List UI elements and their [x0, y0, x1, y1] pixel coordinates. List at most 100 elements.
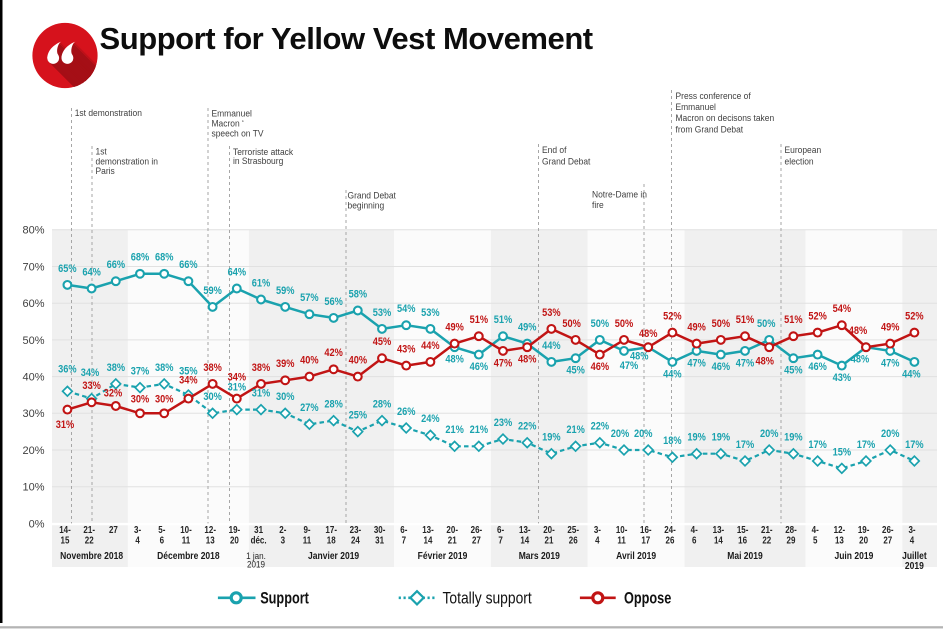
- svg-text:Avril 2019: Avril 2019: [616, 550, 656, 561]
- svg-text:43%: 43%: [397, 344, 415, 356]
- svg-text:21%: 21%: [445, 425, 463, 437]
- svg-text:50%: 50%: [22, 335, 44, 347]
- svg-text:18: 18: [327, 535, 336, 546]
- svg-text:47%: 47%: [620, 360, 638, 372]
- svg-text:46%: 46%: [808, 361, 826, 373]
- svg-text:2019: 2019: [247, 559, 265, 570]
- svg-text:49%: 49%: [445, 322, 463, 334]
- svg-text:48%: 48%: [851, 354, 869, 366]
- svg-text:27%: 27%: [300, 403, 318, 415]
- svg-text:beginning: beginning: [348, 200, 385, 210]
- svg-text:46%: 46%: [712, 361, 730, 373]
- svg-text:1st demonstration: 1st demonstration: [75, 108, 142, 118]
- svg-text:80%: 80%: [22, 225, 44, 237]
- svg-text:27: 27: [883, 535, 892, 546]
- svg-text:6: 6: [692, 535, 696, 546]
- svg-text:24%: 24%: [421, 414, 439, 426]
- svg-text:Novembre 2018: Novembre 2018: [60, 550, 123, 561]
- svg-text:22%: 22%: [591, 421, 609, 433]
- svg-text:34%: 34%: [179, 375, 197, 387]
- svg-text:16-: 16-: [640, 524, 652, 535]
- svg-text:23%: 23%: [494, 417, 512, 429]
- svg-text:30%: 30%: [203, 392, 221, 404]
- svg-text:4: 4: [135, 535, 139, 546]
- svg-text:Janvier 2019: Janvier 2019: [308, 550, 359, 561]
- svg-text:70%: 70%: [22, 261, 44, 273]
- svg-text:38%: 38%: [252, 362, 270, 374]
- svg-text:20: 20: [859, 535, 868, 546]
- svg-text:40%: 40%: [300, 355, 318, 367]
- svg-text:58%: 58%: [349, 289, 367, 301]
- svg-text:52%: 52%: [905, 311, 923, 323]
- svg-text:1 jan.: 1 jan.: [246, 550, 266, 561]
- svg-text:44%: 44%: [663, 369, 681, 381]
- svg-text:19%: 19%: [687, 432, 705, 444]
- svg-text:26-: 26-: [471, 524, 483, 535]
- svg-text:26: 26: [666, 535, 675, 546]
- svg-text:45%: 45%: [566, 365, 584, 377]
- svg-text:48%: 48%: [639, 328, 657, 340]
- svg-text:21: 21: [448, 535, 457, 546]
- svg-text:1st: 1st: [96, 146, 108, 156]
- svg-text:53%: 53%: [421, 307, 439, 319]
- svg-text:35%: 35%: [179, 366, 197, 378]
- svg-text:6-: 6-: [497, 524, 504, 535]
- svg-text:3-: 3-: [134, 524, 141, 535]
- svg-text:15-: 15-: [737, 524, 749, 535]
- svg-text:12-: 12-: [834, 524, 846, 535]
- svg-text:28-: 28-: [785, 524, 797, 535]
- svg-text:22%: 22%: [518, 421, 536, 433]
- svg-text:26%: 26%: [397, 406, 415, 418]
- svg-text:11: 11: [617, 535, 625, 546]
- svg-text:20%: 20%: [22, 445, 44, 457]
- svg-text:28%: 28%: [324, 399, 342, 411]
- svg-text:23-: 23-: [350, 524, 362, 535]
- svg-text:4: 4: [595, 535, 599, 546]
- svg-text:22: 22: [85, 535, 94, 546]
- svg-text:10-: 10-: [616, 524, 628, 535]
- svg-text:16: 16: [738, 535, 747, 546]
- svg-text:37%: 37%: [131, 366, 149, 378]
- svg-text:47%: 47%: [881, 358, 899, 370]
- svg-text:64%: 64%: [82, 267, 100, 279]
- svg-text:22: 22: [762, 535, 771, 546]
- svg-text:21-: 21-: [83, 524, 95, 535]
- svg-text:17%: 17%: [905, 439, 923, 451]
- svg-text:in Strasbourg: in Strasbourg: [233, 156, 283, 166]
- svg-text:14-: 14-: [59, 524, 71, 535]
- svg-text:Décembre 2018: Décembre 2018: [157, 550, 219, 561]
- svg-text:33%: 33%: [82, 381, 100, 393]
- svg-text:24: 24: [351, 535, 360, 546]
- svg-text:demonstration in: demonstration in: [96, 156, 159, 166]
- svg-text:21: 21: [545, 535, 554, 546]
- svg-text:54%: 54%: [397, 303, 415, 315]
- svg-text:46%: 46%: [591, 361, 609, 373]
- svg-text:30%: 30%: [22, 408, 44, 420]
- svg-text:20%: 20%: [634, 428, 652, 440]
- svg-text:Support for Yellow Vest Moveme: Support for Yellow Vest Movement: [100, 21, 593, 56]
- svg-text:Notre-Dame in: Notre-Dame in: [592, 189, 647, 199]
- svg-text:European: European: [785, 145, 822, 155]
- svg-text:44%: 44%: [902, 369, 920, 381]
- svg-text:Macron ‘: Macron ‘: [212, 118, 244, 128]
- svg-text:2-: 2-: [279, 524, 286, 535]
- svg-text:election: election: [785, 156, 814, 166]
- svg-text:13: 13: [835, 535, 844, 546]
- svg-text:13-: 13-: [713, 524, 725, 535]
- svg-text:52%: 52%: [808, 311, 826, 323]
- svg-text:2019: 2019: [905, 560, 924, 571]
- svg-text:11: 11: [303, 535, 311, 546]
- svg-text:4: 4: [910, 535, 914, 546]
- svg-text:15%: 15%: [833, 447, 851, 459]
- svg-text:48%: 48%: [630, 351, 648, 363]
- svg-text:59%: 59%: [276, 285, 294, 297]
- svg-text:30%: 30%: [276, 392, 294, 404]
- svg-text:52%: 52%: [663, 311, 681, 323]
- svg-text:14: 14: [714, 535, 723, 546]
- svg-text:Juin 2019: Juin 2019: [834, 550, 873, 561]
- svg-text:15: 15: [61, 535, 70, 546]
- svg-text:17%: 17%: [857, 439, 875, 451]
- svg-text:27: 27: [472, 535, 481, 546]
- svg-text:48%: 48%: [445, 354, 463, 366]
- svg-text:44%: 44%: [542, 340, 560, 352]
